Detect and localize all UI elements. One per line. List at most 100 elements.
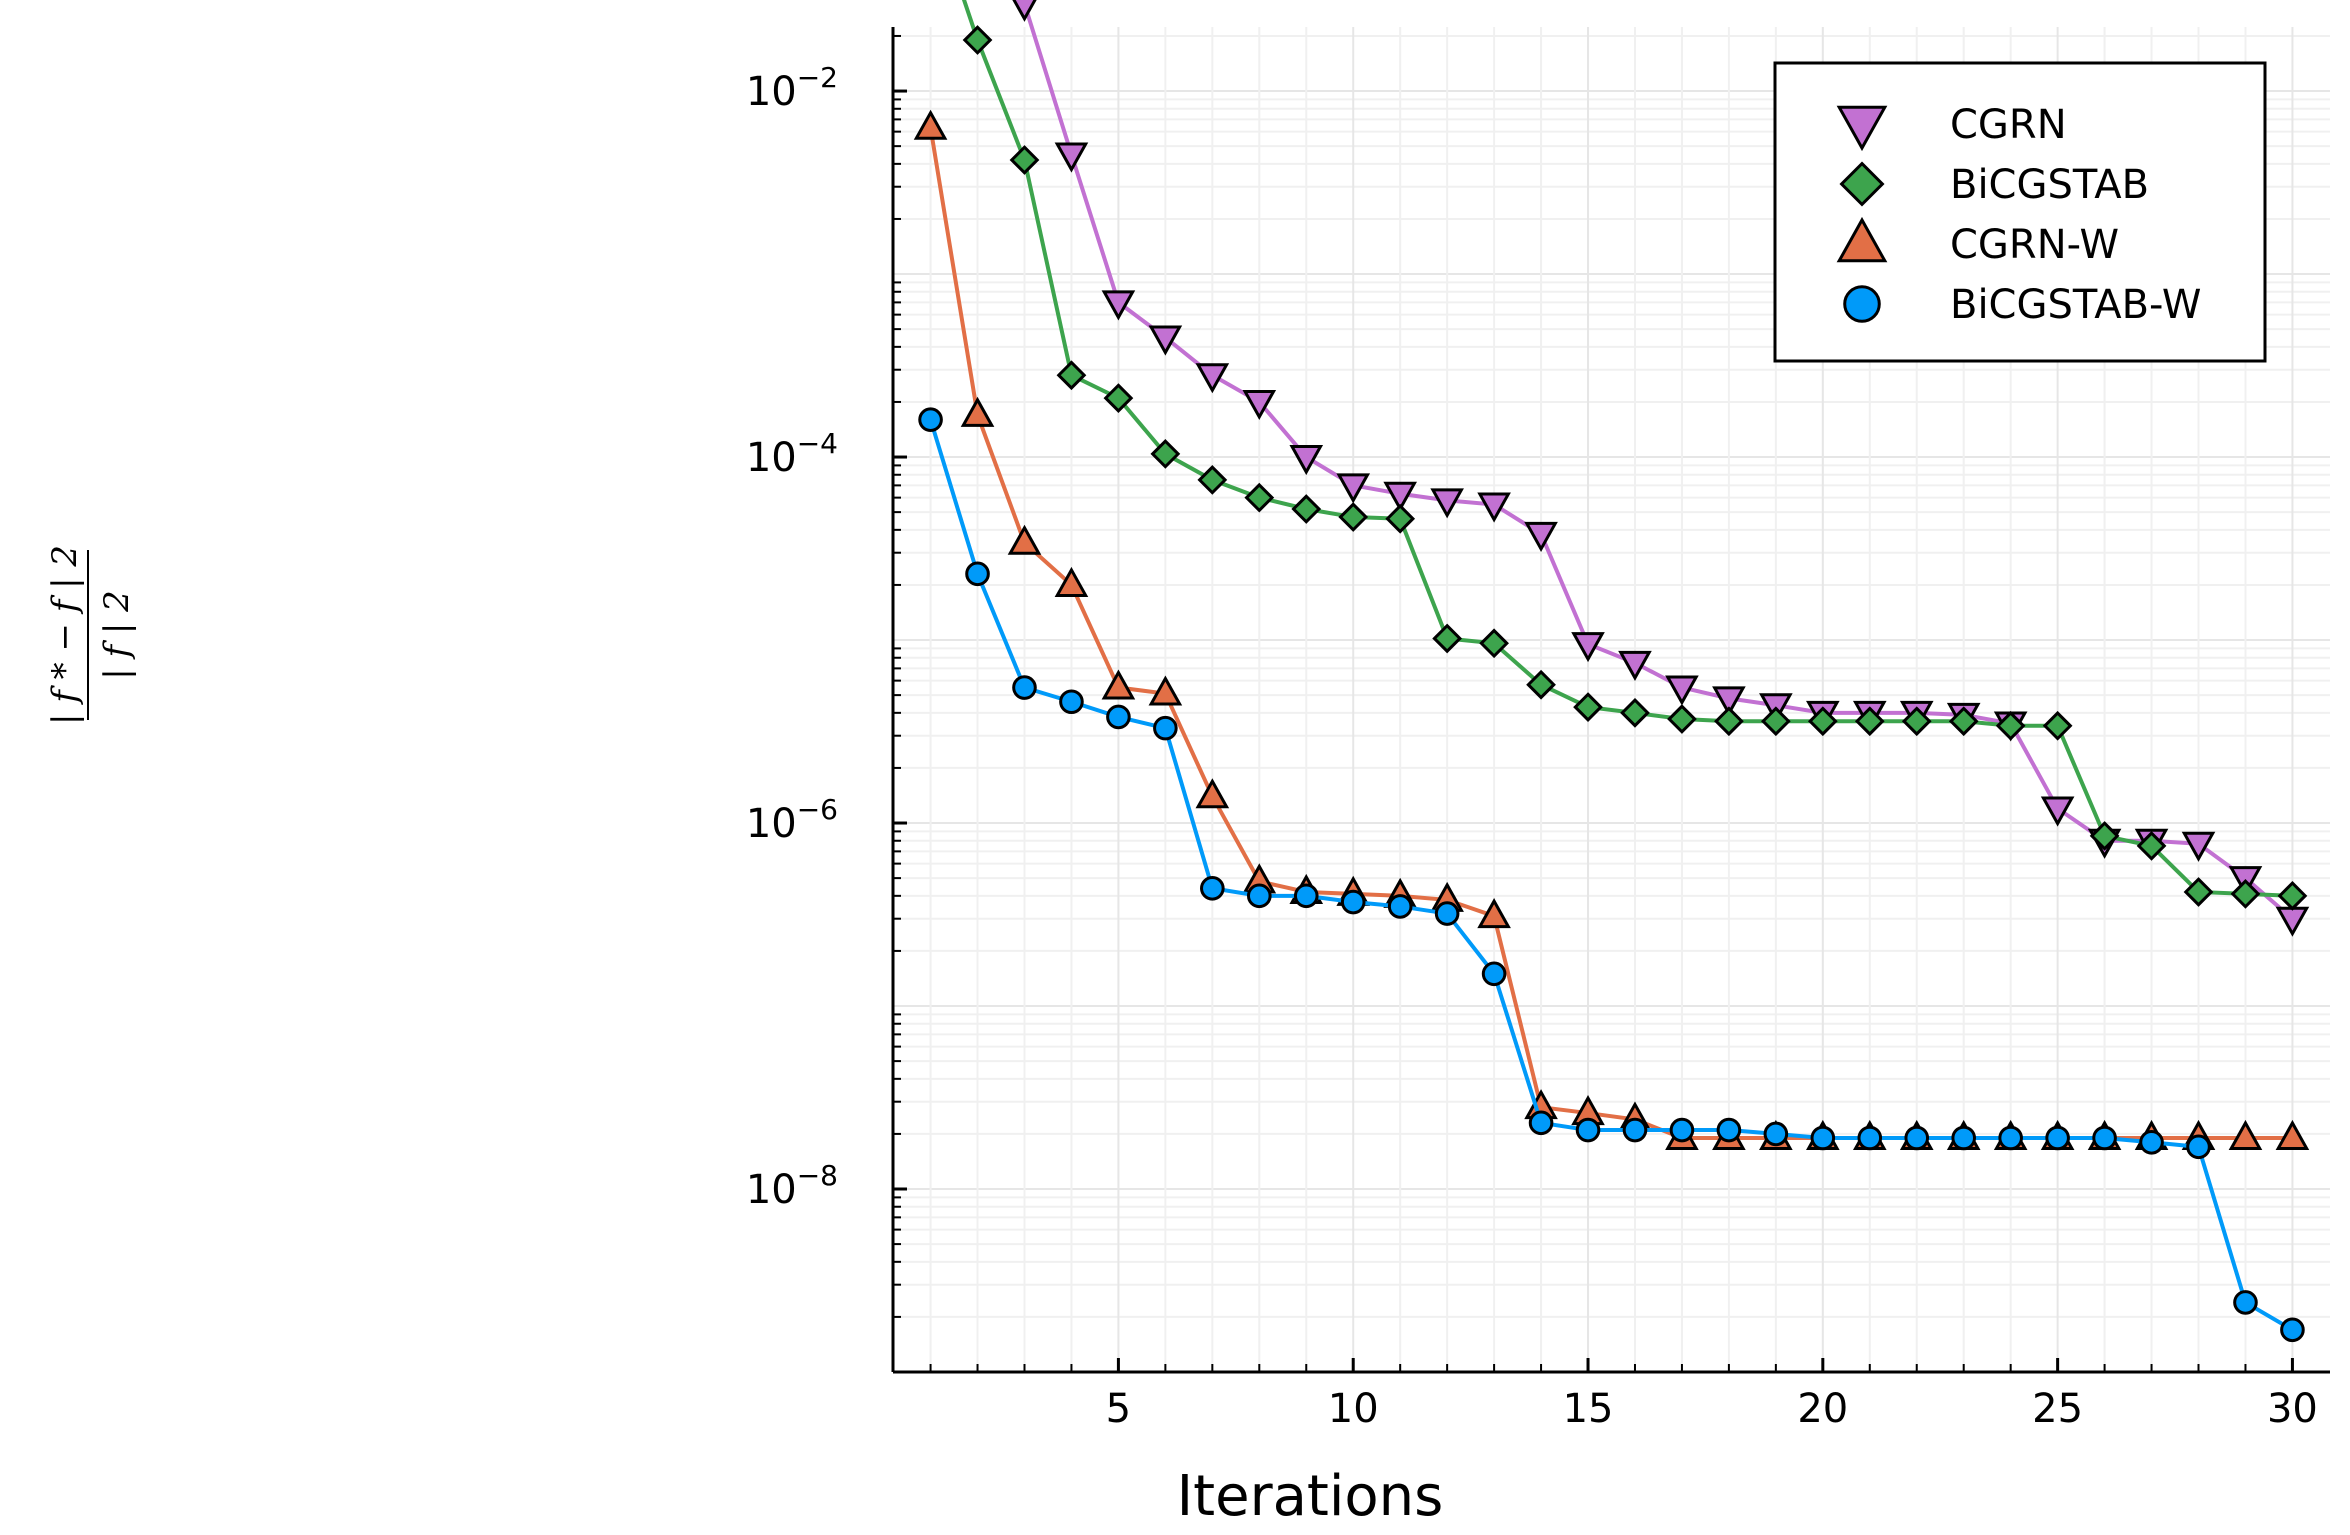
data-point [1526, 669, 1556, 700]
data-point [1998, 1125, 2023, 1151]
legend-label: CGRN [1950, 102, 2067, 148]
data-point [2275, 1119, 2310, 1150]
data-point [1200, 875, 1225, 901]
data-point [1289, 445, 1324, 476]
axes: 10−2 10−4 10−6 10−8 5 10 15 20 25 30 [746, 27, 2330, 1432]
data-point [1622, 1117, 1648, 1143]
data-point [2275, 906, 2310, 937]
data-point [1106, 704, 1131, 730]
y-axis-title: | f * − f | 2 | f | 2 [45, 545, 137, 725]
data-point [1054, 142, 1089, 173]
data-point [1477, 492, 1511, 523]
data-point [1481, 961, 1507, 987]
data-point [1575, 1117, 1601, 1143]
data-point [2040, 796, 2075, 827]
data-point [1995, 710, 2026, 741]
data-point [1059, 689, 1084, 715]
data-point [1857, 1125, 1883, 1151]
data-point [1054, 566, 1089, 597]
legend-label: BiCGSTAB [1950, 162, 2149, 208]
data-point [2280, 1317, 2305, 1343]
y-tick-label: 10−4 [746, 427, 838, 481]
data-point [1618, 650, 1652, 681]
data-point [1153, 715, 1178, 741]
x-tick-label: 30 [2267, 1386, 2318, 1432]
data-point [918, 407, 943, 432]
data-point [1012, 0, 1037, 22]
data-point [1150, 439, 1181, 469]
data-point [1246, 883, 1272, 909]
data-point [1951, 1125, 1977, 1151]
data-point [960, 396, 995, 427]
data-point [1101, 669, 1136, 700]
data-point [965, 561, 990, 587]
data-point [2230, 879, 2261, 909]
data-point [1338, 502, 1369, 532]
data-point [1760, 706, 1791, 737]
x-tick-label: 20 [1797, 1386, 1848, 1432]
y-axis-title-denominator: | f | 2 [97, 590, 137, 680]
data-point [1714, 706, 1744, 737]
data-point [2233, 1290, 2258, 1315]
data-point [1148, 325, 1183, 356]
data-point [1528, 1110, 1554, 1136]
data-point [1195, 363, 1230, 394]
x-tick-label: 15 [1563, 1386, 1614, 1432]
data-point [2183, 877, 2214, 907]
data-point [1197, 465, 1228, 495]
data-point [2045, 1125, 2070, 1151]
data-point [1667, 704, 1697, 734]
y-tick-label: 10−8 [746, 1159, 838, 1213]
data-point [2186, 1134, 2211, 1160]
data-point [1571, 632, 1605, 663]
data-point [2277, 880, 2308, 911]
data-point [1524, 521, 1558, 553]
data-point [2181, 831, 2216, 862]
series-line [961, 0, 2293, 898]
data-point [1434, 901, 1460, 926]
x-tick-label: 5 [1106, 1386, 1131, 1432]
data-point [1103, 383, 1134, 413]
axis-labels: Iterations | f * − f | 2 | f | 2 [45, 545, 1443, 1529]
y-axis-title-numerator: | f * − f | 2 [45, 545, 85, 725]
data-point [1479, 628, 1509, 659]
data-point [1901, 706, 1932, 737]
data-point [1293, 883, 1319, 909]
legend: CGRN BiCGSTAB CGRN-W BiCGSTAB-W [1773, 61, 2267, 363]
data-point [1291, 494, 1322, 524]
legend-marker-bicgstab-w [1843, 285, 1881, 323]
data-point [1340, 889, 1366, 915]
data-point [1807, 706, 1838, 737]
data-point [2228, 1119, 2263, 1150]
data-point [2092, 1125, 2117, 1151]
data-point [2136, 831, 2167, 861]
data-point [1716, 1117, 1742, 1143]
data-point [1148, 675, 1183, 706]
data-point [913, 109, 948, 140]
data-point [2042, 710, 2073, 741]
data-point [1012, 675, 1037, 700]
x-tick-label: 10 [1328, 1386, 1379, 1432]
data-point [962, 25, 993, 55]
data-point [2089, 821, 2120, 851]
data-point [1244, 482, 1275, 513]
data-point [1477, 898, 1511, 929]
data-point [1620, 697, 1650, 728]
legend-label: BiCGSTAB-W [1950, 282, 2201, 328]
data-point [1712, 686, 1746, 717]
data-point [1385, 503, 1416, 534]
data-point [1573, 692, 1603, 722]
data-point [1810, 1125, 1836, 1151]
legend-marker-bicgstab [1839, 161, 1885, 207]
series-group [913, 0, 2310, 1343]
data-point [1242, 389, 1277, 421]
data-point [1430, 488, 1464, 519]
data-point [1763, 1121, 1789, 1147]
data-point [1007, 524, 1042, 555]
data-point [1195, 778, 1230, 809]
legend-label: CGRN-W [1950, 222, 2119, 268]
data-point [2139, 1129, 2164, 1155]
data-point [1101, 290, 1136, 321]
data-point [1854, 706, 1885, 737]
